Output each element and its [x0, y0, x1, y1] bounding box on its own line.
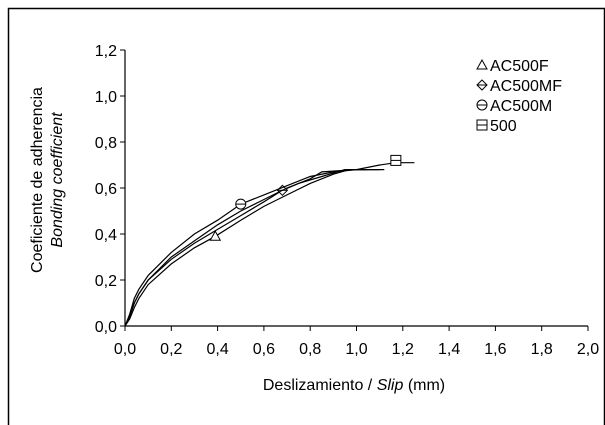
y-tick-label: 0,8	[95, 135, 117, 152]
legend-entry-ac500f: AC500F	[490, 58, 549, 75]
x-tick-label: 0,8	[299, 341, 321, 358]
y-tick-label: 1,0	[95, 89, 117, 106]
x-axis-ticks: 0,0 0,2 0,4 0,6 0,8 1,0 1,2 1,4 1,6 1,8 2,0	[114, 326, 599, 358]
y-tick-label: 0,0	[95, 319, 117, 336]
x-tick-label: 1,0	[345, 341, 367, 358]
legend-entry-ac500m: AC500M	[490, 98, 552, 115]
legend-entry-500: 500	[490, 118, 517, 135]
x-tick-label: 2,0	[577, 341, 599, 358]
y-tick-label: 1,2	[95, 43, 117, 60]
series-marker-ac500f	[209, 230, 222, 241]
y-tick-label: 0,2	[95, 273, 117, 290]
legend-entry-ac500mf: AC500MF	[490, 78, 562, 95]
x-tick-label: 0,0	[114, 341, 136, 358]
series-line-ac500f	[124, 169, 380, 327]
x-tick-label: 0,6	[253, 341, 275, 358]
y-tick-label: 0,4	[95, 227, 117, 244]
series-line-ac500m	[124, 169, 369, 327]
x-tick-label: 1,2	[392, 341, 414, 358]
y-axis-label-es: Coeficiente de adherencia	[29, 87, 46, 273]
legend-marker-ac500f	[476, 58, 488, 70]
y-axis-ticks: 0,0 0,2 0,4 0,6 0,8 1,0 1,2	[95, 43, 125, 336]
legend: AC500F AC500MF AC500M 500	[476, 58, 562, 135]
x-tick-label: 1,4	[438, 341, 460, 358]
x-tick-label: 1,8	[531, 341, 553, 358]
y-axis-label: Coeficiente de adherencia Bonding coeffi…	[29, 87, 66, 273]
y-axis-label-en: Bonding coefficient	[49, 112, 66, 248]
x-tick-label: 0,2	[160, 341, 182, 358]
x-tick-label: 0,4	[206, 341, 228, 358]
x-axis-label: Deslizamiento / Slip (mm)	[263, 377, 445, 394]
series-line-ac500mf	[124, 169, 385, 327]
series-line-500	[124, 162, 415, 327]
y-tick-label: 0,6	[95, 181, 117, 198]
series-group	[124, 154, 415, 327]
x-tick-label: 1,6	[484, 341, 506, 358]
